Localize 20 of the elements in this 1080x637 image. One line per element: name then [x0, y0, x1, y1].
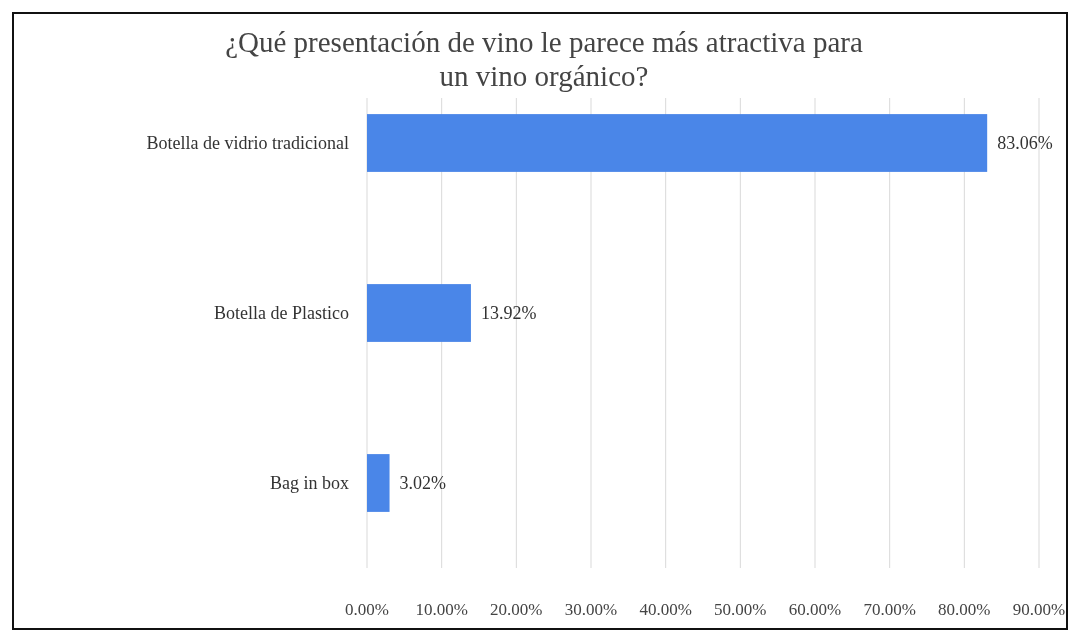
y-tick-label: Botella de vidrio tradicional — [146, 133, 349, 154]
x-tick-label: 50.00% — [714, 600, 767, 619]
bar — [367, 454, 390, 512]
bar — [367, 284, 471, 342]
x-tick-label: 10.00% — [415, 600, 468, 619]
x-tick-label: 30.00% — [564, 600, 618, 619]
bar — [367, 114, 988, 172]
x-tick-label: 60.00% — [788, 600, 842, 619]
y-tick-label: Botella de Plastico — [214, 303, 349, 324]
x-tick-label: 0.00% — [345, 600, 389, 619]
x-tick-label: 20.00% — [490, 600, 543, 619]
data-label: 83.06% — [997, 133, 1053, 154]
chart-title: ¿Qué presentación de vino le parece más atractiva para un vino orgánico? — [225, 26, 863, 92]
x-tick-label: 40.00% — [639, 600, 692, 619]
data-label: 13.92% — [480, 303, 537, 324]
data-label: 3.02% — [399, 473, 447, 494]
y-tick-label: Bag in box — [270, 473, 349, 494]
x-tick-label: 90.00% — [1012, 600, 1066, 619]
x-tick-label: 80.00% — [938, 600, 991, 619]
x-tick-label: 70.00% — [863, 600, 916, 619]
